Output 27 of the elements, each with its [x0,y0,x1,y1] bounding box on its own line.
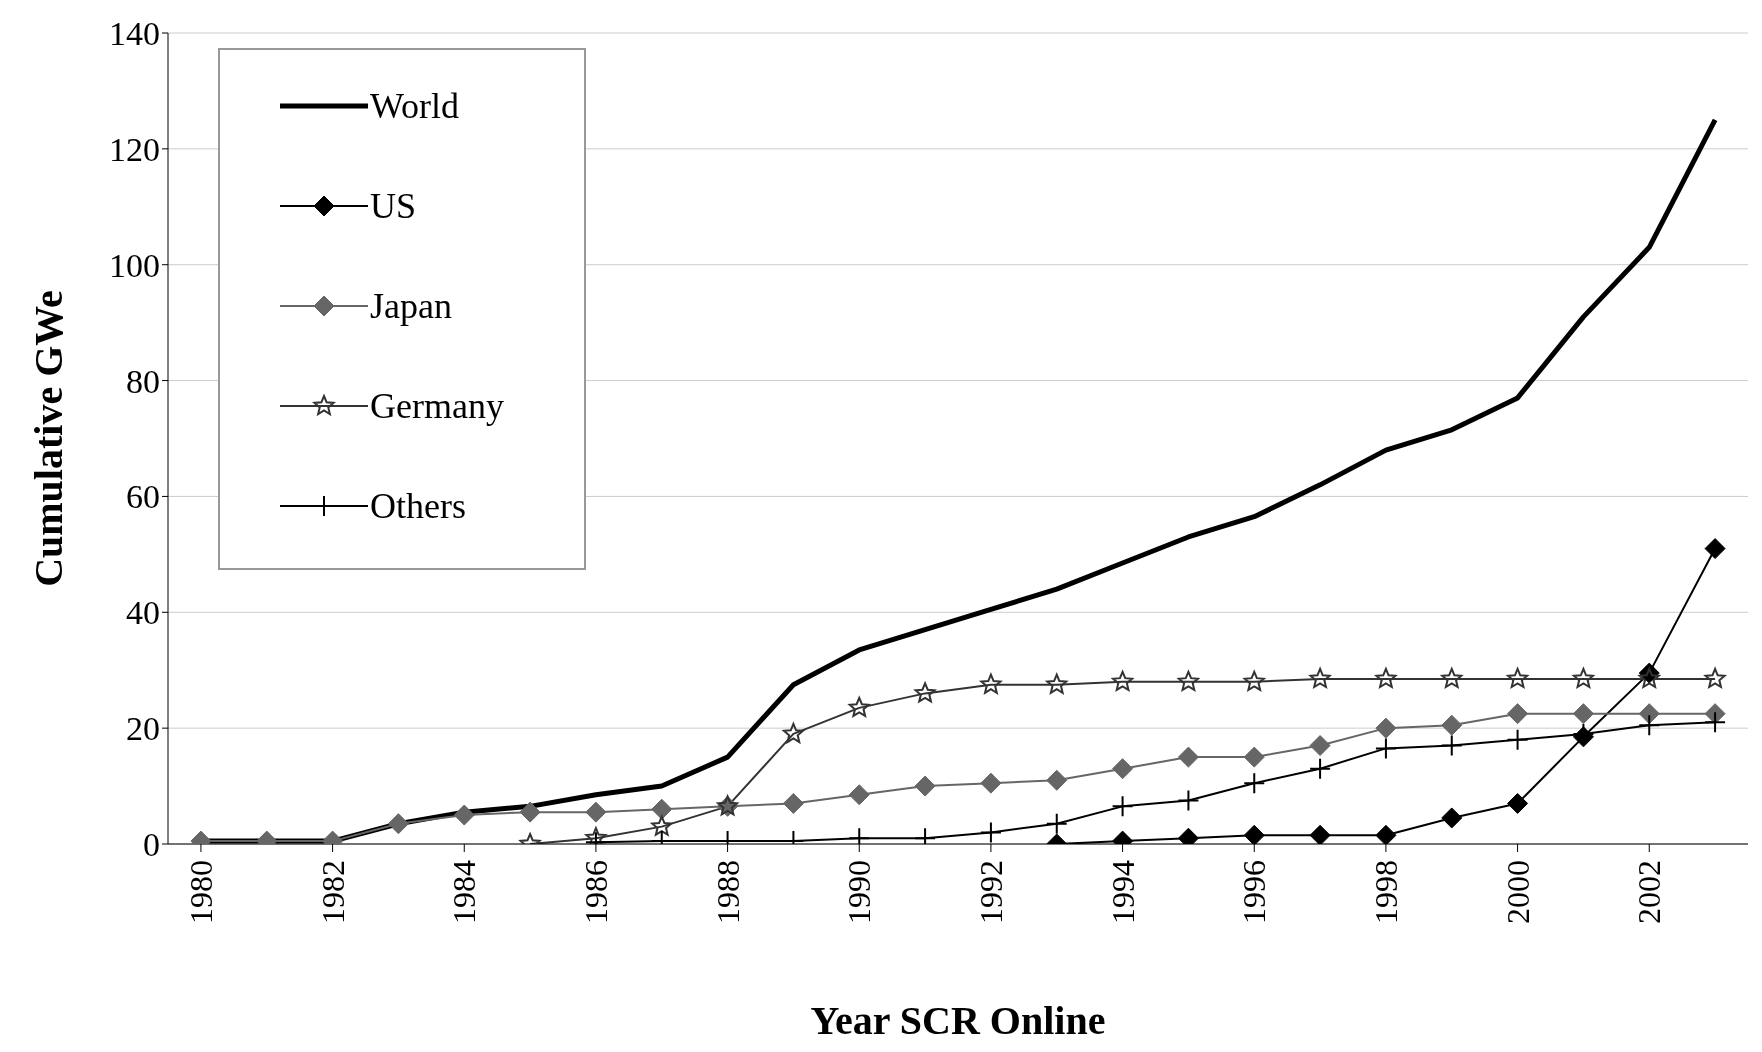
legend-label: US [370,185,417,227]
y-tick-label: 80 [126,362,160,400]
x-tick-label: 1982 [314,860,351,924]
x-tick-label: 1990 [841,860,878,924]
legend-label: Others [370,485,466,527]
y-tick-label: 120 [109,130,160,168]
x-tick-label: 1994 [1104,860,1141,924]
x-tick-label: 1980 [183,860,220,924]
x-tick-label: 1998 [1368,860,1405,924]
y-axis-title: Cumulative GWe [26,290,72,587]
y-tick-label: 20 [126,710,160,748]
legend-label: Japan [370,285,452,327]
y-tick-label: 40 [126,594,160,632]
x-tick-label: 2000 [1499,860,1536,924]
x-tick-label: 1988 [709,860,746,924]
legend-label: World [370,85,460,127]
x-tick-label: 1992 [973,860,1010,924]
legend-label: Germany [370,385,504,427]
x-tick-label: 1996 [1236,860,1273,924]
x-axis-title: Year SCR Online [810,998,1106,1043]
x-tick-label: 1986 [578,860,615,924]
y-tick-label: 140 [109,15,160,53]
y-tick-label: 100 [109,246,160,284]
y-tick-label: 60 [126,478,160,516]
x-tick-label: 1984 [446,860,483,924]
y-tick-label: 0 [143,826,160,864]
x-tick-label: 2002 [1631,860,1668,924]
